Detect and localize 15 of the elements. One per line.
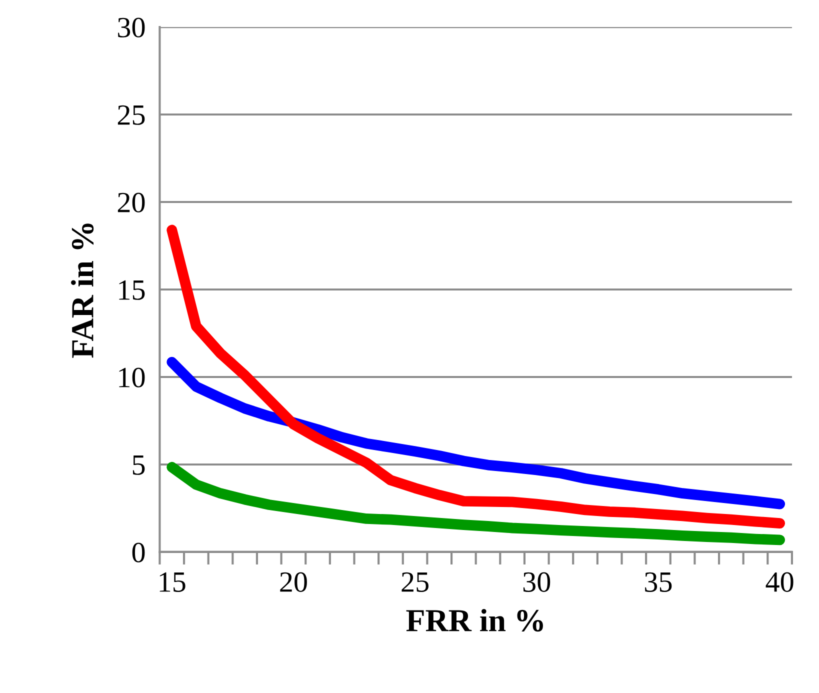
x-tick-label: 25: [402, 572, 428, 592]
y-tick-label: 0: [132, 542, 145, 562]
x-axis-title: FRR in %: [406, 608, 543, 632]
y-tick-label: 10: [119, 368, 145, 388]
x-tick-label: 30: [523, 572, 550, 592]
x-tick-label: 20: [280, 572, 307, 592]
y-tick-label: 15: [119, 280, 145, 300]
y-tick-label: 30: [118, 18, 145, 38]
y-tick-label: 25: [118, 105, 145, 125]
x-tick-label: 40: [766, 572, 794, 592]
x-tick-label: 35: [645, 572, 672, 592]
y-tick-label: 20: [118, 192, 145, 212]
y-tick-label: 5: [132, 456, 145, 475]
y-axis-title: FAR in %: [71, 224, 94, 358]
x-tick-label: 15: [160, 572, 186, 592]
